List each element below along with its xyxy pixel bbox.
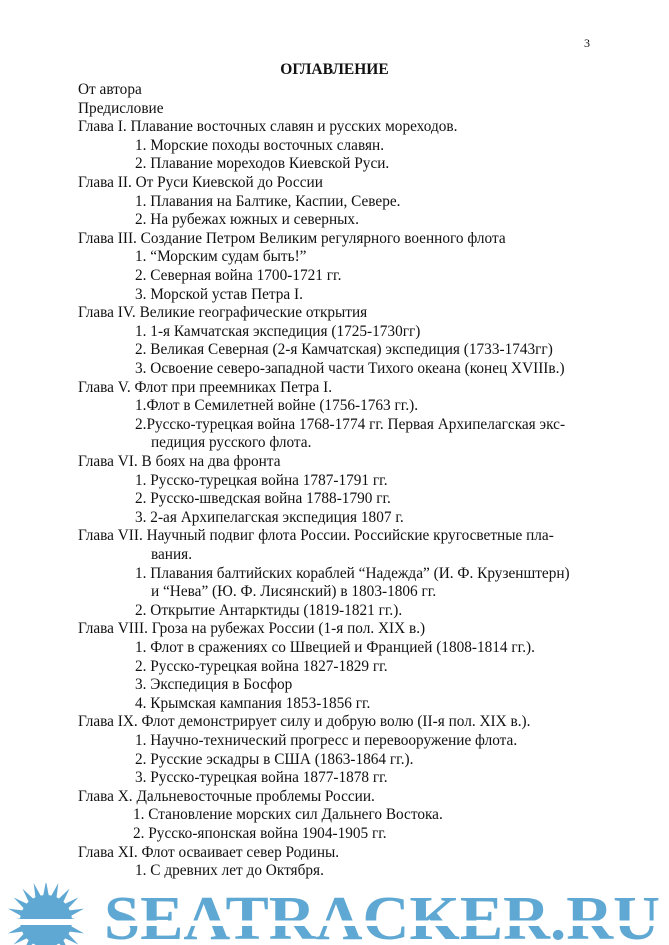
toc-item: 1. Научно-технический прогресс и перевоо… <box>135 732 518 749</box>
toc-item: 2. Русские эскадры в США (1863-1864 гг.)… <box>135 750 414 768</box>
toc-item: 2. Русско-японская война 1904-1905 гг. <box>133 825 387 842</box>
toc-item: 1.Флот в Семилетней войне (1756-1763 гг.… <box>135 397 419 415</box>
toc-item: 1. Плавания балтийских кораблей “Надежда… <box>135 564 570 582</box>
toc-chapter: Глава IV. Великие географические открыти… <box>78 304 368 322</box>
toc-item: 1. Морские походы восточных славян. <box>135 136 385 154</box>
toc-item: 1. Русско-турецкая война 1787-1791 гг. <box>135 471 388 489</box>
toc-item: 2. Плавание мореходов Киевской Руси. <box>135 155 390 173</box>
toc-chapter: Глава III. Создание Петром Великим регул… <box>78 229 506 247</box>
toc-item: 2.Русско-турецкая война 1768-1774 гг. Пе… <box>135 415 566 433</box>
sun-icon <box>0 883 95 945</box>
toc-item: 3. Морской устав Петра I. <box>135 285 303 303</box>
toc-chapter: Глава IX. Флот демонстрирует силу и добр… <box>78 713 531 731</box>
toc-item: 2. На рубежах южных и северных. <box>135 211 359 229</box>
toc-item: 1. 1-я Камчатская экспедиция (1725-1730г… <box>135 322 421 340</box>
page-number: 3 <box>584 36 590 50</box>
toc-continuation: и “Нева” (Ю. Ф. Лисянский) в 1803-1806 г… <box>151 583 437 601</box>
toc-chapter: Глава VII. Научный подвиг флота России. … <box>78 527 554 545</box>
toc-continuation: педиция русского флота. <box>151 434 312 452</box>
toc-item: 2. Северная война 1700-1721 гг. <box>135 267 342 284</box>
toc-item: 2. Русско-турецкая война 1827-1829 гг. <box>135 657 388 675</box>
toc-item: 4. Крымская кампания 1853-1856 гг. <box>135 694 371 712</box>
toc-chapter: Предисловие <box>78 99 164 117</box>
toc-chapter: Глава V. Флот при преемниках Петра I. <box>78 378 333 396</box>
toc-item: 3. Экспедиция в Босфор <box>135 676 293 694</box>
page-title: ОГЛАВЛЕНИЕ <box>280 61 389 78</box>
watermark-logo: SEATRACKER.RU <box>0 883 660 945</box>
toc-chapter: Глава VIII. Гроза на рубежах России (1-я… <box>78 620 426 638</box>
toc-item: 1. Флот в сражениях со Швецией и Францие… <box>135 639 535 656</box>
toc-chapter: Глава VI. В боях на два фронта <box>78 453 281 470</box>
toc-chapter: Глава I. Плавание восточных славян и рус… <box>78 118 458 136</box>
toc-chapter: Глава II. От Руси Киевской до России <box>78 174 323 191</box>
toc-item: 1. С древних лет до Октября. <box>135 862 324 880</box>
toc-item: 3. Русско-турецкая война 1877-1878 гг. <box>135 769 388 787</box>
toc-chapter: Глава X. Дальневосточные проблемы России… <box>78 787 375 805</box>
toc-item: 3. 2-ая Архипелагская экспедиция 1807 г. <box>135 508 404 526</box>
toc-continuation: вания. <box>151 546 193 563</box>
toc-item: 1. Становление морских сил Дальнего Вост… <box>133 806 443 824</box>
toc-item: 2. Великая Северная (2-я Камчатская) экс… <box>135 341 553 359</box>
toc-item: 1. Плавания на Балтике, Каспии, Севере. <box>135 192 401 210</box>
toc-item: 1. “Морским судам быть!” <box>135 248 307 266</box>
toc-chapter: От автора <box>78 81 142 98</box>
toc-chapter: Глава XI. Флот осваивает север Родины. <box>78 843 340 861</box>
toc-item: 2. Открытие Антарктиды (1819-1821 гг.). <box>135 601 403 619</box>
watermark-text: SEATRACKER.RU <box>104 885 660 945</box>
toc-item: 2. Русско-шведская война 1788-1790 гг. <box>135 490 391 508</box>
toc-item: 3. Освоение северо-западной части Тихого… <box>135 360 565 377</box>
